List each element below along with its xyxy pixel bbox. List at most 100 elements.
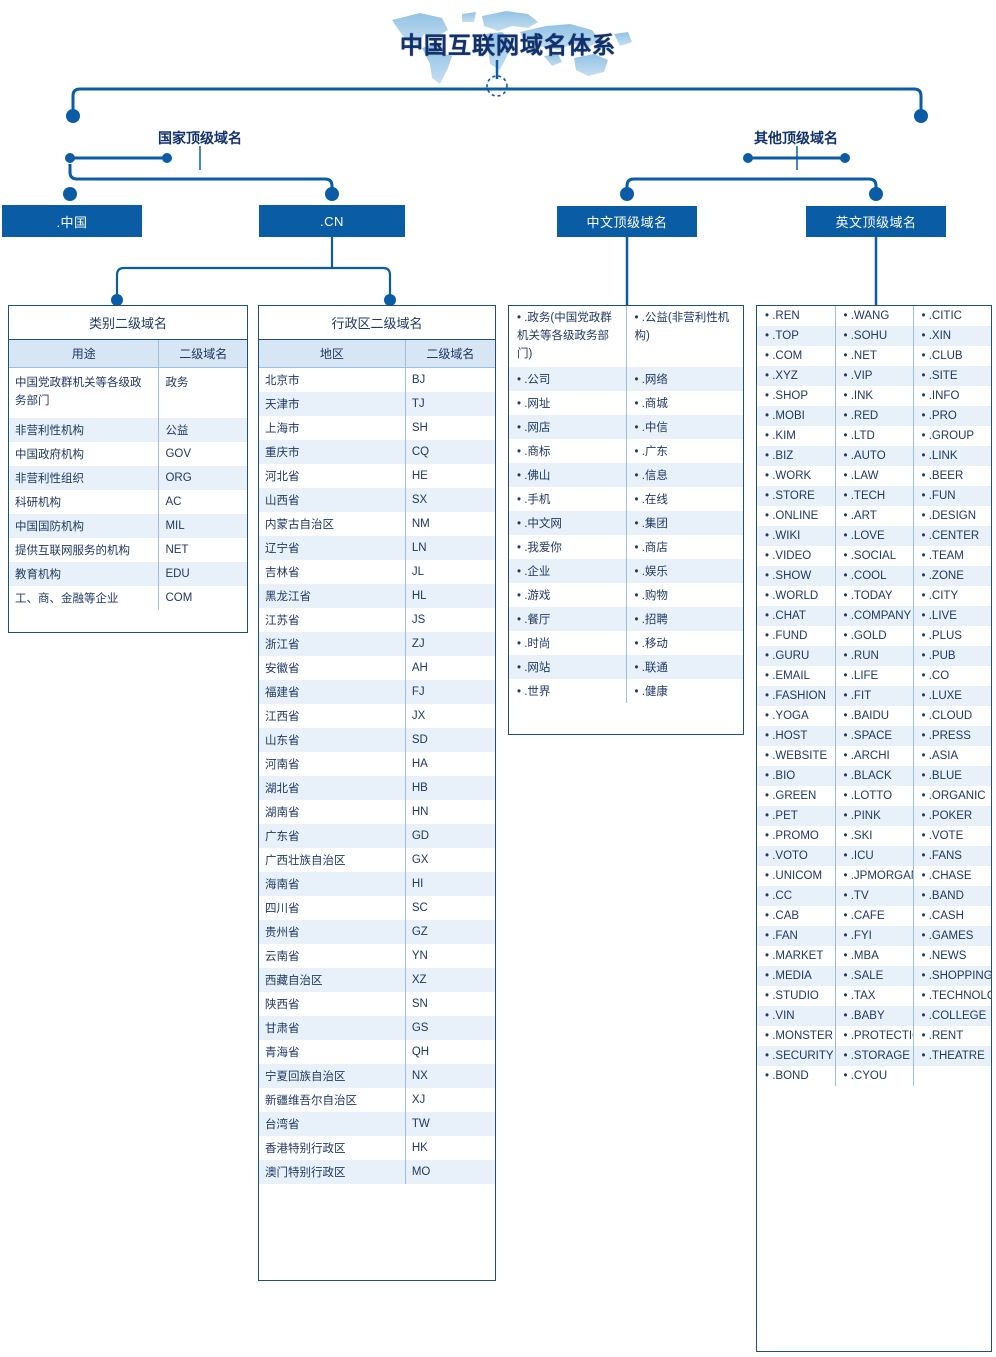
- category-table: 用途 二级域名 中国党政群机关等各级政务部门 政务 非营利性机构 公益 中国政府…: [9, 340, 247, 610]
- node-dot-china[interactable]: .中国: [2, 205, 142, 237]
- bullet-icon: •: [634, 374, 642, 387]
- list-item: • .ORGANIC: [912, 786, 991, 806]
- list-row: • .SHOP • .INK • .INFO: [757, 386, 991, 406]
- list-item: • .VIN: [757, 1006, 835, 1026]
- list-item-label: .世界: [524, 686, 551, 699]
- list-item: • .LUXE: [912, 686, 991, 706]
- list-item-label: .VOTE: [928, 830, 964, 842]
- table-header-row: 用途 二级域名: [9, 340, 247, 368]
- bullet-icon: •: [921, 490, 929, 502]
- node-dot-cn[interactable]: .CN: [259, 205, 405, 237]
- list-item-label: .ZONE: [928, 570, 964, 582]
- list-item: • .我爱你: [509, 535, 626, 559]
- list-item: • .MONSTER: [757, 1026, 835, 1046]
- list-item-label: .游戏: [524, 590, 551, 603]
- bullet-icon: •: [921, 670, 929, 682]
- table-row: 海南省 HI: [259, 872, 495, 896]
- list-item: • .HOST: [757, 726, 835, 746]
- list-row: • .FUND • .GOLD • .PLUS: [757, 626, 991, 646]
- bullet-icon: •: [765, 710, 773, 722]
- category-second-level-domain-table: 类别二级域名 用途 二级域名 中国党政群机关等各级政务部门 政务 非营利性机构 …: [8, 305, 248, 633]
- list-item-label: .COLLEGE: [928, 1010, 987, 1022]
- list-item: • .CENTER: [912, 526, 991, 546]
- list-item: • .FASHION: [757, 686, 835, 706]
- list-item-label: .MOBI: [772, 410, 805, 422]
- list-row: • .餐厅 • .招聘: [509, 607, 743, 632]
- list-item: • .COM: [757, 346, 835, 366]
- list-item-label: .PROTECTION: [850, 1030, 913, 1042]
- list-item-label: .FAN: [772, 930, 798, 942]
- list-item: • .游戏: [509, 583, 626, 607]
- bullet-icon: •: [843, 930, 851, 942]
- list-item-label: .佛山: [524, 470, 551, 483]
- list-item: • .SPACE: [834, 726, 913, 746]
- cell-purpose: 非营利性机构: [15, 424, 84, 437]
- cell-purpose: 非营利性组织: [15, 472, 84, 485]
- list-row: • .STORE • .TECH • .FUN: [757, 486, 991, 506]
- bullet-icon: •: [921, 870, 929, 882]
- bullet-icon: •: [843, 690, 851, 702]
- bullet-icon: •: [921, 590, 929, 602]
- col-purpose: 用途: [9, 340, 159, 368]
- list-item-label: .广东: [641, 446, 668, 459]
- bullet-icon: •: [634, 542, 642, 555]
- bullet-icon: •: [765, 810, 773, 822]
- list-item-label: .TOP: [772, 330, 799, 342]
- bullet-icon: •: [517, 662, 525, 675]
- bullet-icon: •: [843, 490, 851, 502]
- node-english-tld[interactable]: 英文顶级域名: [806, 206, 946, 237]
- list-item-label: .RENT: [928, 1030, 964, 1042]
- bullet-icon: •: [517, 494, 525, 507]
- list-item-label: .YOGA: [772, 710, 809, 722]
- list-item: • .BEER: [912, 466, 991, 486]
- list-item-label: .SITE: [928, 370, 958, 382]
- list-item: • .TOP: [757, 326, 835, 346]
- english-tld-body: • .REN • .WANG • .CITIC • .TOP • .SOHU • .XIN…: [757, 306, 991, 1086]
- list-item: • .UNICOM: [757, 866, 835, 886]
- list-item: • .BAIDU: [834, 706, 913, 726]
- list-row: • .政务(中国党政群机关等各级政务部门) • .公益(非营利性机构): [509, 306, 743, 368]
- bullet-icon: •: [921, 910, 929, 922]
- table-row: 山东省 SD: [259, 728, 495, 752]
- cell-region: 湖北省: [265, 783, 300, 795]
- list-item: • .购物: [625, 583, 743, 608]
- bullet-icon: •: [765, 590, 773, 602]
- cell-domain: JL: [404, 560, 495, 584]
- list-item-label: .SHOPPING: [928, 970, 991, 982]
- list-item: • .商城: [625, 391, 743, 416]
- list-item-label: .BAIDU: [850, 710, 890, 722]
- list-item: • .VOTE: [912, 826, 991, 846]
- bullet-icon: •: [634, 422, 642, 435]
- list-item: • .BLACK: [834, 766, 913, 786]
- list-item-label: .TV: [850, 890, 869, 902]
- bullet-icon: •: [765, 770, 773, 782]
- list-item: • .VOTO: [757, 846, 835, 866]
- bullet-icon: •: [765, 990, 773, 1002]
- list-item-label: .BIZ: [772, 450, 794, 462]
- list-item-label: .CHAT: [772, 610, 806, 622]
- list-item-label: .GURU: [772, 650, 810, 662]
- bullet-icon: •: [765, 510, 773, 522]
- list-item-label: .TECH: [850, 490, 886, 502]
- bullet-icon: •: [634, 518, 642, 531]
- list-item-label: .TODAY: [850, 590, 893, 602]
- cell-domain: TW: [404, 1112, 495, 1136]
- table-row: 内蒙古自治区 NM: [259, 512, 495, 536]
- list-item: • .PLUS: [912, 626, 991, 646]
- list-row: • .PET • .PINK • .POKER: [757, 806, 991, 826]
- list-item-label: .购物: [641, 590, 668, 603]
- list-row: • .BOND • .CYOU: [757, 1066, 991, 1086]
- cell-domain: GS: [404, 1016, 495, 1040]
- list-item: • .WEBSITE: [757, 746, 835, 766]
- node-chinese-tld[interactable]: 中文顶级域名: [557, 206, 697, 237]
- list-row: • .世界 • .健康: [509, 679, 743, 704]
- bullet-icon: •: [921, 710, 929, 722]
- list-item: • .WORK: [757, 466, 835, 486]
- list-item-label: .商城: [641, 398, 668, 411]
- list-item-label: .THEATRE: [928, 1050, 985, 1062]
- list-item: • .NEWS: [912, 946, 991, 966]
- list-item: • .公司: [509, 367, 626, 391]
- cell-domain: ORG: [158, 465, 247, 490]
- list-item-label: .网址: [524, 398, 551, 411]
- list-item: • .WANG: [834, 306, 913, 326]
